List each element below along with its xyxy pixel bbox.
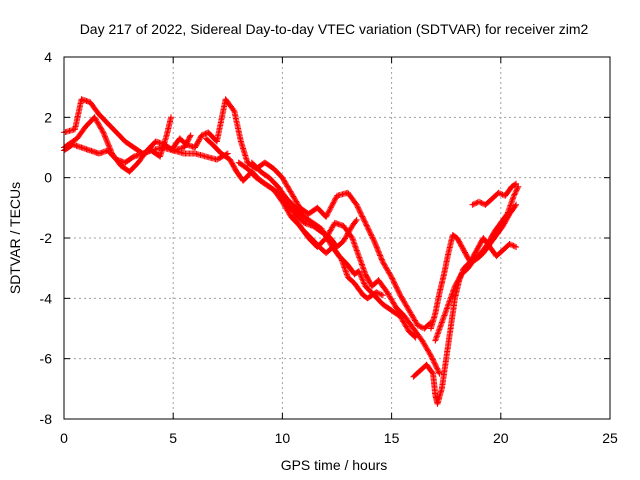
plus-markers <box>432 183 522 344</box>
y-tick-label: -4 <box>40 290 53 306</box>
plus-markers <box>290 213 386 302</box>
series-track-6 <box>235 159 443 377</box>
y-tick-label: 4 <box>44 49 52 65</box>
plus-markers <box>410 201 520 407</box>
series-track-8 <box>290 213 386 302</box>
y-axis-label: SDTVAR / TECUs <box>7 182 23 294</box>
grid-lines <box>64 57 610 419</box>
series-track-4 <box>170 96 434 332</box>
plus-markers <box>61 141 231 166</box>
x-tick-label: 20 <box>493 430 509 446</box>
x-tick-label: 0 <box>60 430 68 446</box>
x-tick-label: 25 <box>602 430 618 446</box>
series-track-12 <box>469 180 520 208</box>
series-track-10 <box>427 232 520 332</box>
axis-ticks: 0 5 10 15 20 25 -8 -6 -4 -2 0 2 4 <box>40 49 618 446</box>
y-tick-label: 2 <box>44 109 52 125</box>
x-tick-label: 15 <box>384 430 400 446</box>
y-tick-label: -6 <box>40 351 53 367</box>
x-axis-label: GPS time / hours <box>281 457 388 473</box>
chart-title: Day 217 of 2022, Sidereal Day-to-day VTE… <box>80 21 589 37</box>
data-series <box>61 96 522 407</box>
series-track-3 <box>61 141 231 166</box>
plot-frame <box>63 56 611 420</box>
plus-markers <box>427 232 520 332</box>
y-tick-label: 0 <box>44 170 52 186</box>
plus-markers <box>469 180 520 208</box>
y-tick-label: -2 <box>40 230 53 246</box>
x-tick-label: 5 <box>169 430 177 446</box>
series-track-9 <box>410 201 520 407</box>
plus-markers <box>170 96 434 332</box>
series-track-11 <box>432 183 522 344</box>
plus-markers <box>235 159 443 377</box>
x-tick-label: 10 <box>275 430 291 446</box>
y-tick-label: -8 <box>40 411 53 427</box>
